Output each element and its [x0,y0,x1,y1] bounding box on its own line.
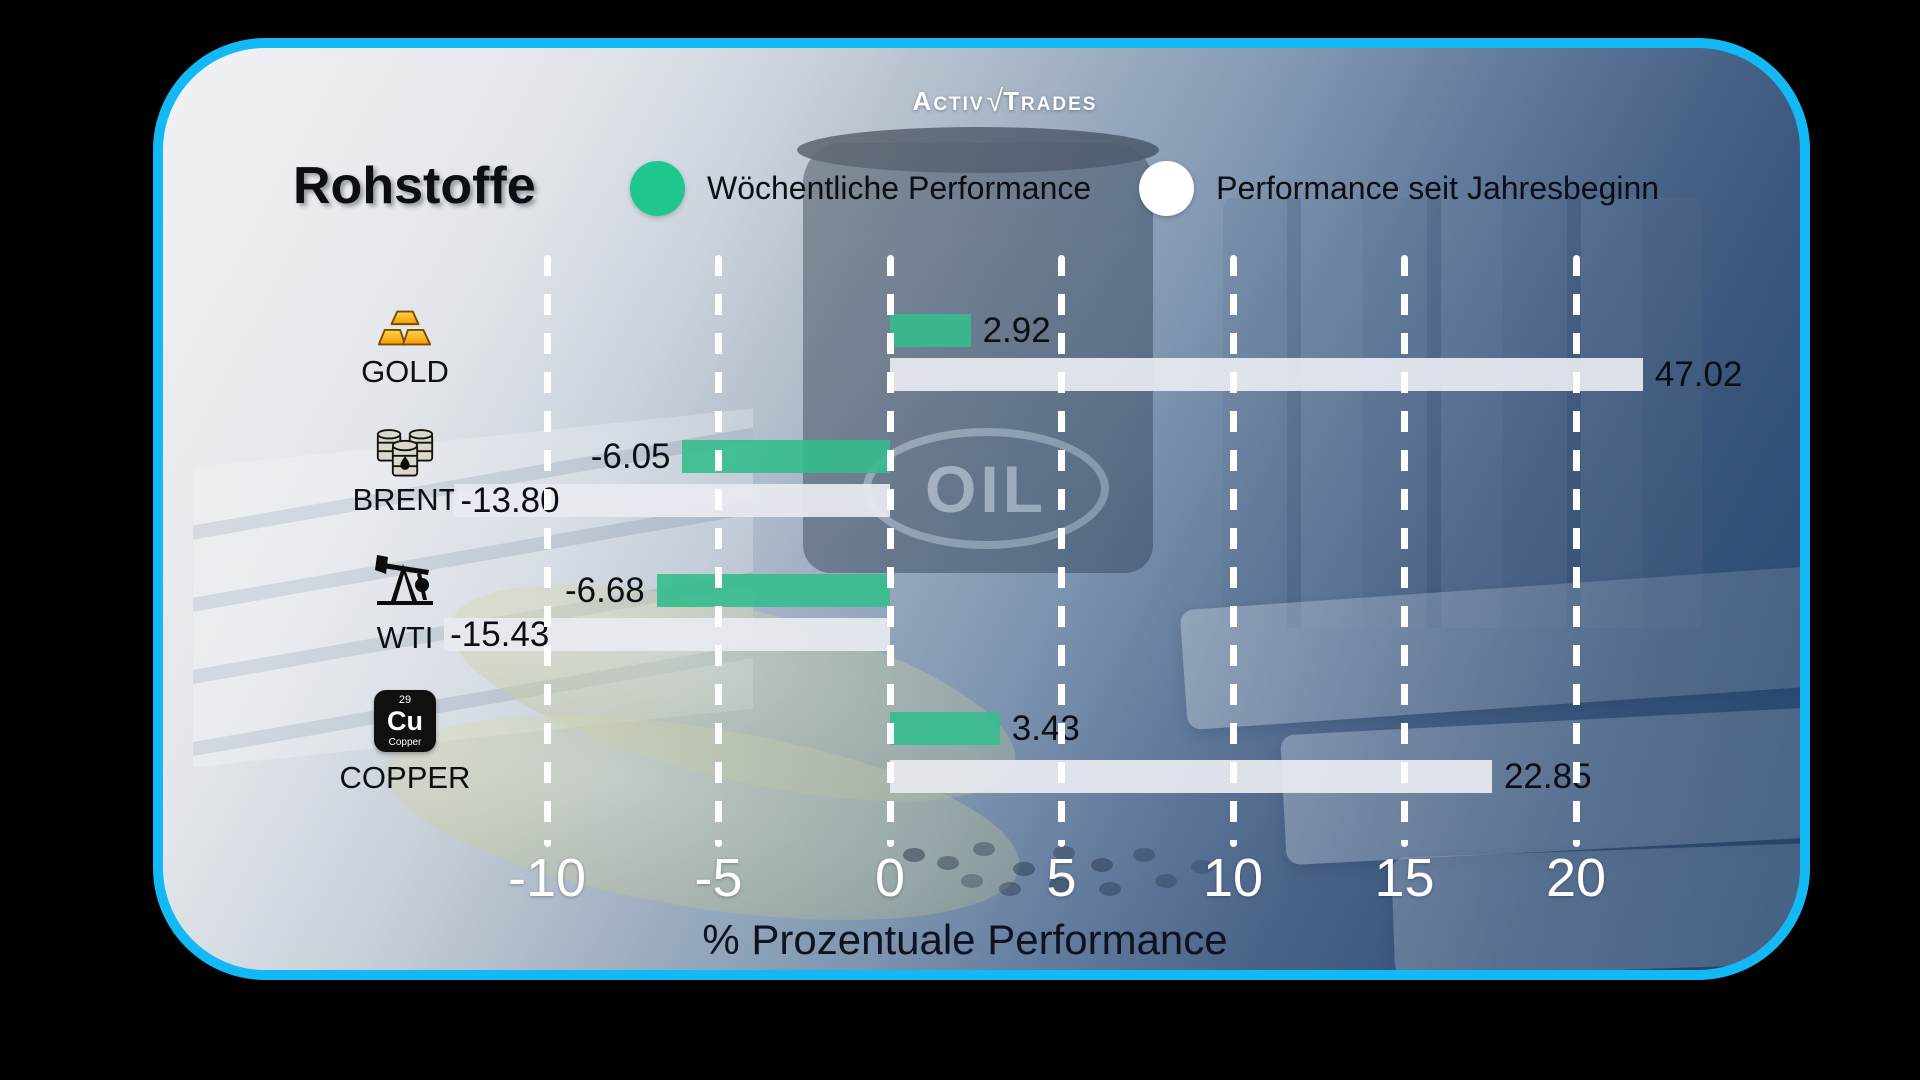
gold-ytd-bar [890,358,1643,391]
gold-weekly-value-label: 2.92 [982,311,1051,350]
brent-weekly-bar [682,440,890,473]
brent-ytd-bar [454,484,890,517]
weekly-legend-label: Wöchentliche Performance [707,169,1092,206]
logo-text: T [1003,86,1021,116]
x-axis-title: % Prozentuale Performance [702,916,1228,963]
bar-chart-plot-area: 2.92 47.02 -6.05 -13.80 -6.68 -15.43 3.43 22.85… [430,255,1810,935]
logo-text: A [912,86,934,116]
copper-name: Copper [388,736,422,748]
gridline--10 [543,255,551,847]
wti-weekly-value-label: -6.68 [564,571,645,610]
gridline-5 [1058,255,1065,847]
x-tick-label: 20 [1545,848,1607,908]
gold-ytd-value-label: 47.02 [1654,355,1743,394]
x-tick-label: 5 [1046,848,1077,908]
wti-weekly-bar [656,574,890,607]
gridline-15 [1401,255,1408,847]
ytd-legend-label: Performance seit Jahresbeginn [1216,169,1660,206]
x-tick-label: 15 [1374,848,1435,908]
wti-ytd-bar [444,618,890,651]
gridline-10 [1229,255,1237,847]
category-label-gold: GOLD [361,354,449,389]
legend: Wöchentliche Performance Performance sei… [630,160,1659,216]
gridline--5 [715,255,722,847]
x-tick-label: 10 [1202,848,1264,908]
oil-pumpjack-icon [330,544,480,608]
oil-barrels-icon [330,426,480,480]
copper-weekly-bar [890,712,1000,745]
brent-weekly-value-label: -6.05 [590,437,671,476]
gold-bars-icon [330,308,480,348]
copper-tile: 29 Cu Copper [374,690,436,752]
category-label-brent: BRENT [352,482,458,517]
copper-element-icon: 29 Cu Copper [330,690,480,752]
x-tick-label: -10 [507,848,587,908]
gold-weekly-bar [890,314,971,347]
gridline-20 [1572,255,1580,847]
category-label-copper: COPPER [339,760,471,795]
copper-ytd-bar [890,760,1492,793]
logo-check-icon: √ [986,85,1006,118]
page-title: Rohstoffe [293,157,536,215]
ytd-legend-dot [1139,160,1195,216]
x-tick-label: 0 [874,848,906,908]
brent-ytd-value-label: -13.80 [460,481,560,520]
copper-symbol: Cu [387,705,423,736]
weekly-legend-dot [630,160,685,216]
copper-weekly-value-label: 3.43 [1011,709,1080,748]
background-coffee-beans [903,848,925,862]
category-label-wti: WTI [376,620,434,655]
wti-ytd-value-label: -15.43 [450,615,550,654]
gridline-0 [886,255,894,847]
copper-atomic-number: 29 [398,693,412,706]
activtrades-logo: ACTIV√TRADES [912,85,1098,118]
x-tick-label: -5 [694,848,743,908]
